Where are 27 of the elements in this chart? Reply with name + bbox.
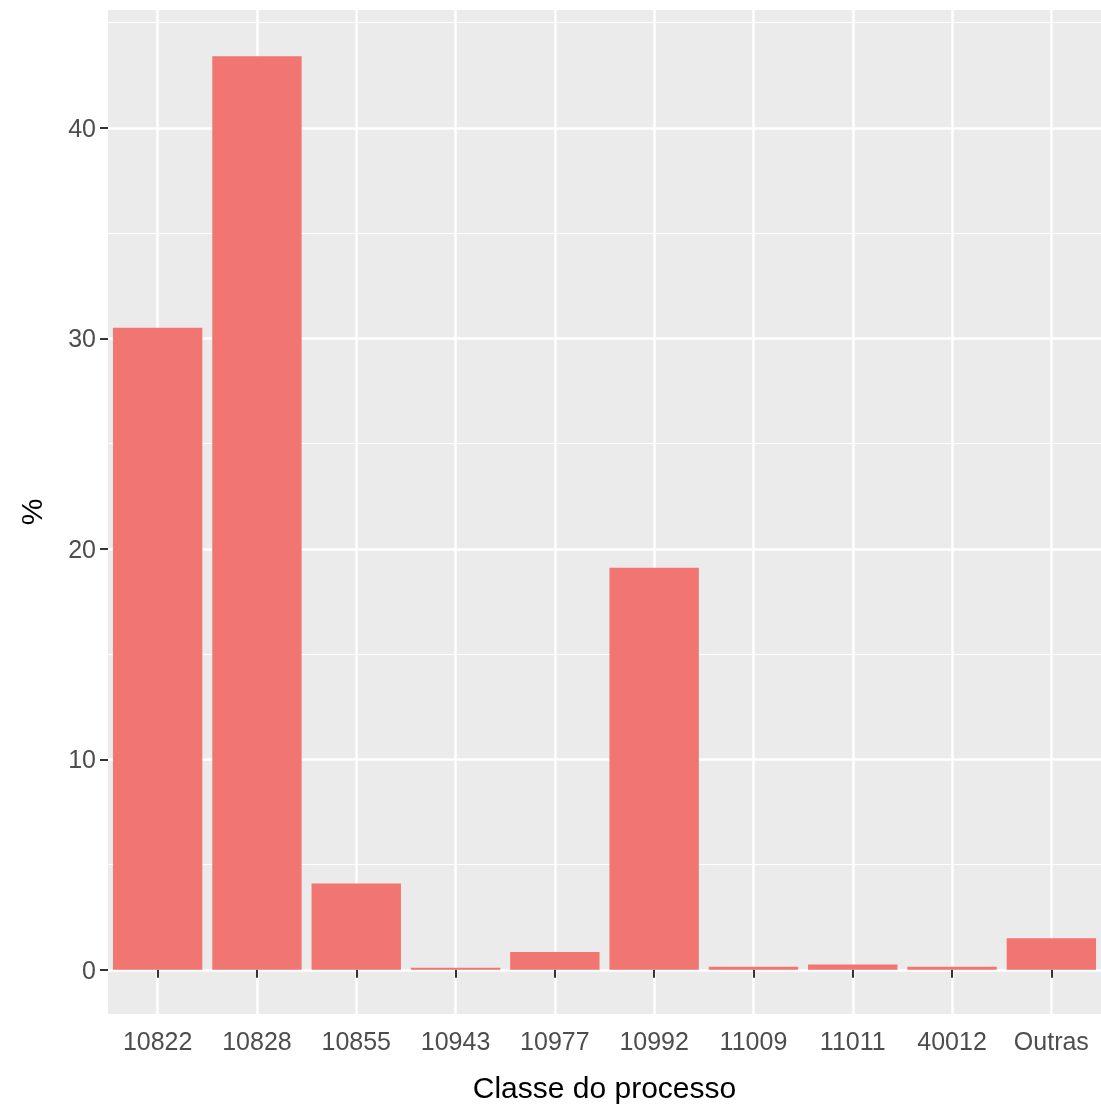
- y-axis-title: %: [14, 498, 48, 526]
- bar: [609, 567, 699, 970]
- x-tick-label: 10943: [420, 1026, 491, 1055]
- y-tick-label: 40: [68, 113, 96, 142]
- y-tick-label: 10: [68, 745, 96, 774]
- bar: [1006, 938, 1097, 970]
- x-tick-label: 10977: [520, 1026, 590, 1055]
- bar: [907, 966, 997, 970]
- x-tick-label: Outras: [1013, 1026, 1089, 1055]
- x-tick-label: 10822: [122, 1026, 193, 1055]
- bar: [212, 56, 302, 970]
- x-tick-label: 10992: [619, 1026, 689, 1055]
- bar: [708, 966, 799, 970]
- x-tick-label: 40012: [917, 1026, 987, 1055]
- bar: [112, 327, 203, 970]
- x-tick-label: 10855: [321, 1026, 392, 1055]
- bar: [510, 951, 600, 970]
- x-tick-label: 10828: [222, 1026, 292, 1055]
- bar: [311, 883, 401, 970]
- y-tick-label: 20: [68, 534, 96, 563]
- y-tick-label: 30: [68, 324, 96, 353]
- x-tick-label: 11011: [819, 1026, 886, 1055]
- x-axis-title: Classe do processo: [472, 1070, 737, 1104]
- y-tick-label: 0: [82, 955, 96, 984]
- bar: [808, 964, 898, 970]
- x-tick-label: 11009: [719, 1026, 788, 1055]
- bar: [410, 967, 501, 970]
